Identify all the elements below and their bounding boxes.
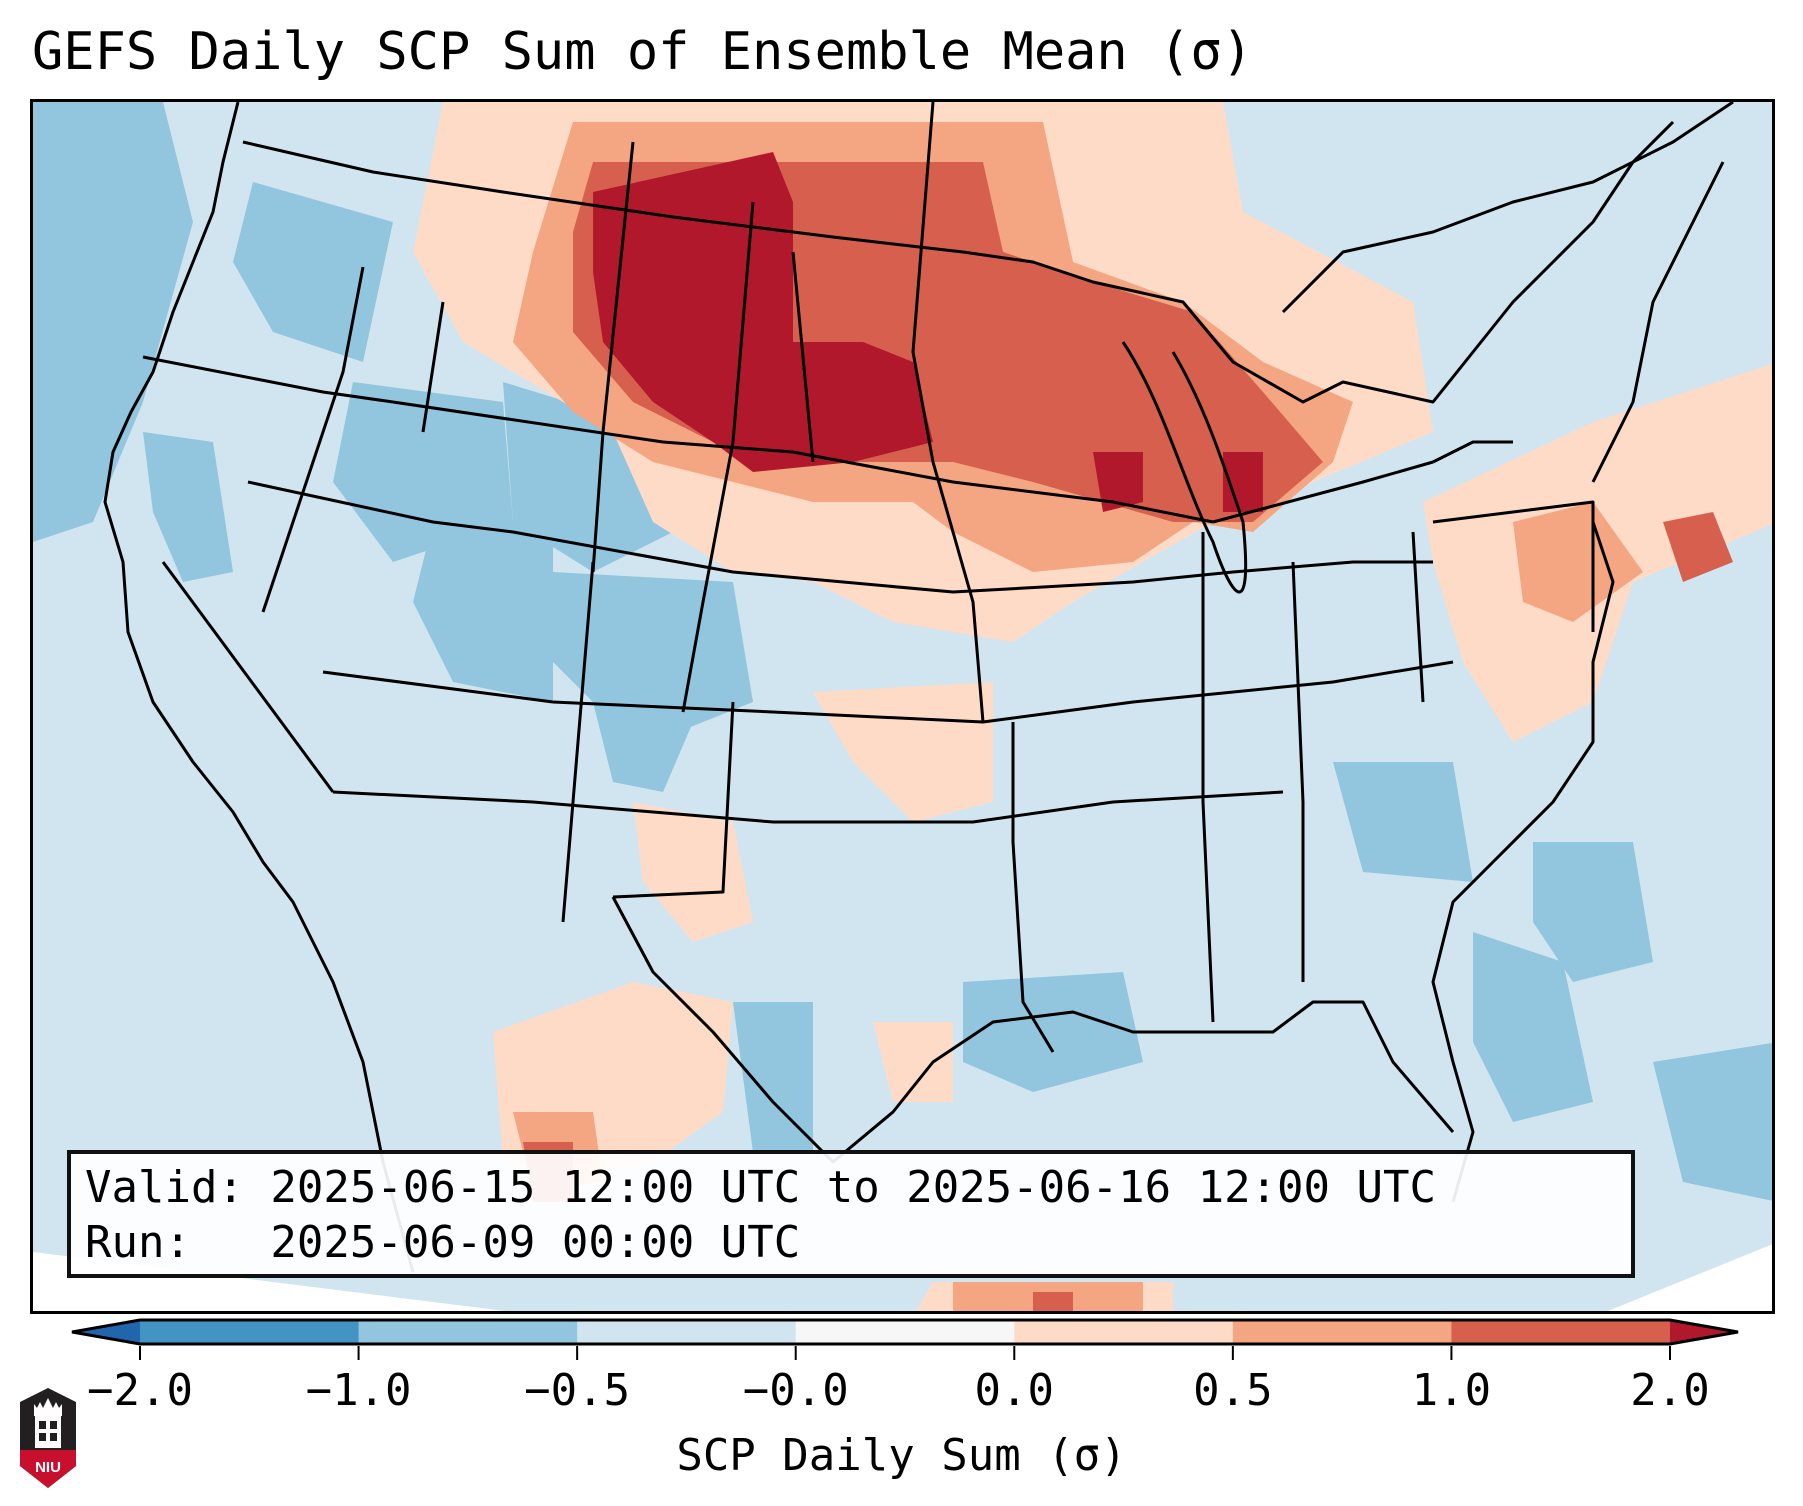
- colorbar-bin: [358, 1320, 578, 1344]
- pa-ny-border: [1432, 500, 1595, 632]
- ok-ar-border: [1011, 722, 1055, 1053]
- colorbar-tick-label: 0.5: [1193, 1365, 1273, 1416]
- state-coast-outlines: [103, 102, 1734, 1273]
- colorbar-bin: [795, 1320, 1015, 1344]
- colorbar-bin: [1232, 1320, 1452, 1344]
- nd-sd-mid: [791, 251, 815, 463]
- field-region-negative: [33, 102, 193, 542]
- field-region-negative: [1473, 932, 1593, 1122]
- field-region-negative: [413, 522, 553, 702]
- gulf-coast: [611, 896, 1455, 1164]
- colorbar-bin: [1451, 1320, 1671, 1344]
- colorbar: [71, 1318, 1739, 1346]
- atlantic-coast: [1431, 521, 1615, 1203]
- colorbar-ticks: [139, 1346, 1671, 1360]
- wy-east-border: [681, 201, 755, 713]
- field-region-positive: [633, 802, 753, 942]
- colorbar-bin: [1014, 1320, 1234, 1344]
- or-wa-border: [142, 355, 394, 404]
- field-region-negative: [553, 572, 753, 742]
- field-region-extreme: [1093, 452, 1143, 512]
- field-region-negative: [1533, 842, 1653, 982]
- colorbar-tick-label: 1.0: [1411, 1365, 1492, 1416]
- mt-id-border: [421, 301, 445, 433]
- wy-west-border: [591, 141, 635, 573]
- colorbar-bin: [577, 1320, 797, 1344]
- lake-erie: [1212, 460, 1434, 524]
- colorbar-under-extend: [72, 1320, 140, 1344]
- map-canvas: [33, 102, 1772, 1311]
- state-line-row1: [392, 400, 1214, 524]
- nm-tx-border: [612, 701, 735, 899]
- field-region-positive: [1033, 1292, 1073, 1311]
- id-border: [261, 266, 365, 613]
- field-region-negative: [593, 702, 693, 792]
- colorbar-tick-label: −1.0: [305, 1365, 412, 1416]
- state-line-row4: [332, 790, 1284, 824]
- field-region-negative: [733, 1002, 813, 1152]
- colorbar-tick-label: −0.0: [742, 1365, 849, 1416]
- colorbar-outline: [71, 1318, 1739, 1346]
- field-region-positive: [1663, 512, 1733, 582]
- field-region-negative: [143, 432, 233, 582]
- ca-nv-border: [161, 561, 335, 793]
- projection-edge-right: [1607, 1244, 1772, 1311]
- az-nm-border: [561, 561, 595, 923]
- valid-time-text: Valid: 2025-06-15 12:00 UTC to 2025-06-1…: [85, 1162, 1437, 1213]
- lake-ontario: [1432, 440, 1513, 464]
- colorbar-label: SCP Daily Sum (σ): [676, 1430, 1127, 1481]
- canada-border: [242, 140, 964, 254]
- pacific-coastline: [103, 102, 415, 1273]
- dakota-east-border: [911, 102, 985, 723]
- svg-text:NIU: NIU: [35, 1459, 61, 1476]
- field-layer: [33, 102, 1772, 1311]
- colorbar-tick-label: 2.0: [1630, 1365, 1710, 1416]
- colorbar-tick-label: −2.0: [87, 1365, 193, 1416]
- field-region-positive: [873, 1022, 953, 1102]
- colorbar-tick-label: 0.0: [974, 1365, 1055, 1416]
- st-lawrence: [1281, 102, 1734, 314]
- lake-michigan: [1121, 341, 1248, 594]
- oh-in-border: [1291, 561, 1305, 982]
- great-lakes-canada-border: [962, 120, 1675, 404]
- field-region-negative: [963, 972, 1143, 1092]
- run-time-text: Run: 2025-06-09 00:00 UTC: [85, 1217, 801, 1268]
- field-region-negative: [333, 382, 513, 562]
- field-region-extreme: [593, 152, 933, 472]
- map-panel: [30, 99, 1775, 1314]
- colorbar-over-extend: [1670, 1320, 1738, 1344]
- pa-oh-border: [1411, 531, 1425, 703]
- chart-title: GEFS Daily SCP Sum of Ensemble Mean (σ): [32, 22, 1253, 82]
- niu-logo: NIU: [20, 1388, 76, 1488]
- state-line-row2: [247, 480, 1433, 594]
- colorbar-bin: [140, 1320, 360, 1344]
- field-region-negative: [1653, 1042, 1772, 1201]
- colorbar-tick-label: −0.5: [524, 1365, 631, 1416]
- il-in-border: [1201, 532, 1215, 1023]
- new-england-coast: [1591, 161, 1725, 483]
- field-region-negative: [1333, 762, 1473, 882]
- field-region-extreme: [1223, 452, 1263, 512]
- valid-run-info-box: Valid: 2025-06-15 12:00 UTC to 2025-06-1…: [67, 1150, 1635, 1278]
